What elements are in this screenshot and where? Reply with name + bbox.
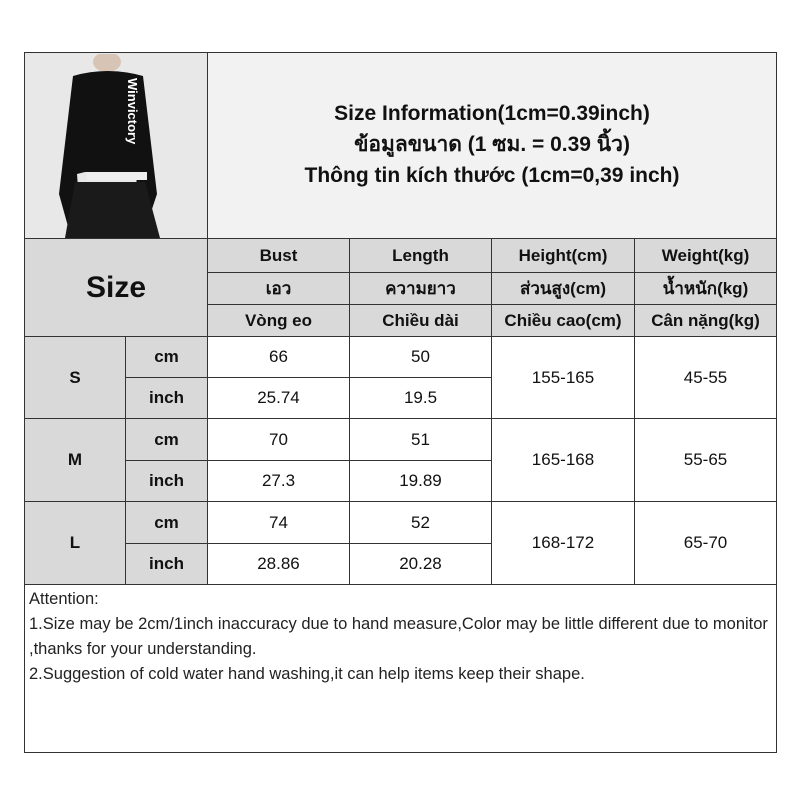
- attention-heading: Attention:: [29, 590, 99, 608]
- unit-cm: cm: [125, 336, 208, 378]
- weight-range: 65-70: [633, 501, 778, 585]
- length-inch: 19.5: [349, 377, 492, 419]
- weight-range: 45-55: [633, 336, 778, 419]
- header-weight-thai: น้ำหนัก(kg): [633, 272, 778, 305]
- attention-notes: Attention: 1.Size may be 2cm/1inch inacc…: [23, 584, 778, 753]
- weight-range: 55-65: [633, 418, 778, 502]
- header-weight-viet: Cân nặng(kg): [633, 304, 778, 337]
- unit-inch: inch: [125, 377, 208, 419]
- bust-inch: 25.74: [207, 377, 350, 419]
- header-weight: Weight(kg): [633, 238, 778, 273]
- unit-cm: cm: [125, 501, 208, 544]
- size-header: Size: [24, 238, 208, 337]
- unit-inch: inch: [125, 543, 208, 585]
- length-inch: 20.28: [349, 543, 492, 585]
- unit-inch: inch: [125, 460, 208, 502]
- height-range: 165-168: [491, 418, 635, 502]
- size-l: L: [24, 501, 126, 585]
- size-chart-table: Winvictory Size Information(1cm=0.39inch…: [23, 52, 778, 753]
- bust-cm: 74: [207, 501, 350, 544]
- size-m: M: [24, 418, 126, 502]
- header-bust-thai: เอว: [207, 272, 350, 305]
- size-info-title: Size Information(1cm=0.39inch) ข้อมูลขนา…: [206, 52, 778, 239]
- length-inch: 19.89: [349, 460, 492, 502]
- table-row: M cm 70 51 165-168 55-65: [24, 418, 778, 502]
- length-cm: 52: [349, 501, 492, 544]
- length-cm: 51: [349, 418, 492, 461]
- header-length: Length: [349, 238, 492, 273]
- table-row: inch 27.3 19.89: [25, 460, 777, 502]
- title-vietnamese: Thông tin kích thước (1cm=0,39 inch): [304, 164, 680, 187]
- table-row: L cm 74 52 168-172 65-70: [24, 501, 778, 585]
- header-height: Height(cm): [491, 238, 635, 273]
- header-bust-viet: Vòng eo: [207, 304, 350, 337]
- bust-inch: 27.3: [207, 460, 350, 502]
- size-s: S: [24, 336, 126, 419]
- title-thai: ข้อมูลขนาด (1 ซม. = 0.39 นิ้ว): [354, 133, 630, 156]
- header-bust: Bust: [207, 238, 350, 273]
- length-cm: 50: [349, 336, 492, 378]
- attention-note-1: 1.Size may be 2cm/1inch inaccuracy due t…: [29, 615, 768, 658]
- bust-cm: 70: [207, 418, 350, 461]
- brand-text: Winvictory: [125, 78, 140, 145]
- table-row: S cm 66 50 155-165 45-55: [24, 336, 778, 419]
- attention-note-2: 2.Suggestion of cold water hand washing,…: [29, 665, 585, 683]
- unit-cm: cm: [125, 418, 208, 461]
- header-height-viet: Chiều cao(cm): [491, 304, 635, 337]
- bust-inch: 28.86: [207, 543, 350, 585]
- table-row: inch 25.74 19.5: [25, 377, 777, 419]
- header-length-viet: Chiều dài: [349, 304, 492, 337]
- height-range: 155-165: [491, 336, 635, 419]
- product-photo: Winvictory: [24, 52, 208, 239]
- title-english: Size Information(1cm=0.39inch): [334, 102, 650, 125]
- bust-cm: 66: [207, 336, 350, 378]
- header-height-thai: ส่วนสูง(cm): [491, 272, 635, 305]
- height-range: 168-172: [491, 501, 635, 585]
- header-length-thai: ความยาว: [349, 272, 492, 305]
